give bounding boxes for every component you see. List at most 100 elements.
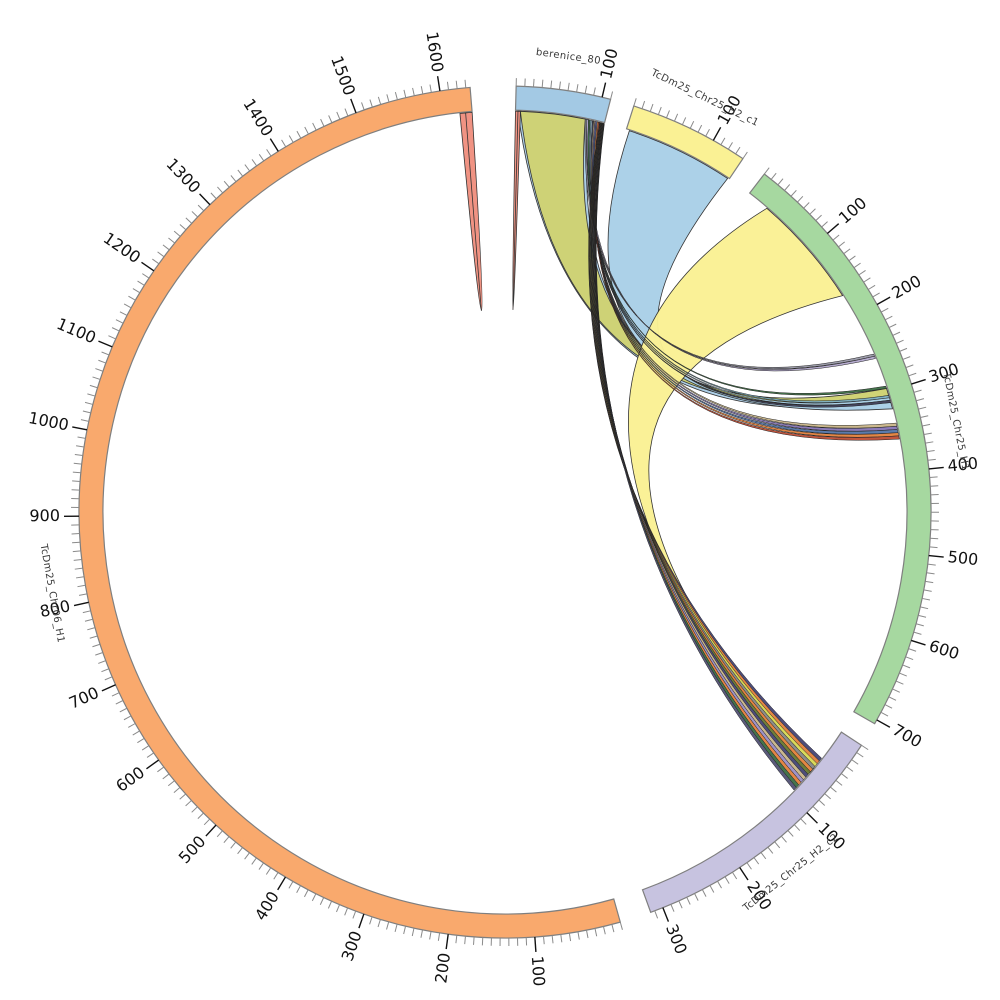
minor-tick — [848, 255, 856, 262]
minor-tick — [899, 672, 907, 677]
major-tick — [98, 340, 113, 348]
minor-tick — [72, 480, 81, 482]
tick-label-chr06_h1-1200: 1200 — [100, 228, 144, 267]
ribbon-pstrip-1 — [588, 122, 822, 762]
minor-tick — [568, 933, 572, 942]
minor-tick — [281, 139, 287, 148]
minor-tick — [760, 852, 767, 860]
minor-tick — [89, 384, 98, 389]
minor-tick — [217, 186, 224, 194]
minor-tick — [258, 153, 265, 162]
minor-tick — [593, 87, 596, 96]
minor-tick — [902, 664, 911, 669]
minor-tick — [543, 936, 545, 945]
minor-tick — [296, 130, 302, 139]
minor-tick — [892, 331, 901, 336]
ribbon-pstrip-5 — [591, 122, 814, 773]
minor-tick — [266, 149, 272, 157]
minor-tick — [892, 688, 900, 693]
minor-tick — [352, 910, 357, 919]
minor-tick — [541, 79, 544, 88]
tick-label-chr06_h1-1100: 1100 — [54, 314, 99, 347]
major-tick — [876, 296, 891, 306]
minor-tick — [787, 830, 794, 837]
minor-tick — [920, 415, 929, 419]
major-tick — [876, 719, 891, 728]
minor-tick — [119, 311, 128, 316]
minor-tick — [104, 676, 113, 681]
minor-tick — [780, 835, 787, 843]
ribbon-pstrip-7 — [593, 122, 809, 778]
minor-tick — [403, 89, 407, 98]
minor-tick — [74, 453, 83, 457]
tick-label-chr25_h1-100: 100 — [835, 193, 871, 227]
minor-tick — [185, 800, 192, 807]
ribbons — [459, 110, 900, 791]
minor-tick — [717, 880, 722, 889]
minor-tick — [918, 406, 927, 410]
minor-tick — [429, 84, 432, 93]
minor-tick — [926, 572, 935, 575]
minor-tick — [446, 81, 450, 90]
minor-tick — [927, 458, 936, 461]
minor-tick — [336, 111, 341, 120]
minor-tick — [793, 824, 801, 831]
minor-tick — [237, 847, 243, 855]
segment-bands — [78, 85, 932, 939]
minor-tick — [884, 704, 893, 709]
minor-tick — [753, 857, 760, 865]
minor-tick — [197, 204, 205, 212]
minor-tick — [429, 931, 432, 940]
minor-tick — [577, 931, 580, 940]
minor-tick — [251, 857, 257, 865]
minor-tick — [868, 284, 876, 290]
minor-tick — [697, 124, 703, 133]
minor-tick — [649, 103, 654, 112]
minor-tick — [840, 773, 848, 779]
minor-tick — [908, 648, 917, 652]
minor-tick — [115, 700, 124, 705]
tick-label-chr06_h1-1400: 1400 — [239, 95, 277, 140]
tick-label-chr06_h1-1300: 1300 — [162, 154, 204, 197]
minor-tick — [162, 244, 170, 251]
minor-tick — [403, 926, 407, 935]
minor-tick — [851, 759, 859, 765]
minor-tick — [888, 696, 897, 701]
minor-tick — [223, 836, 230, 843]
minor-tick — [821, 221, 828, 228]
minor-tick — [784, 184, 791, 191]
minor-tick — [137, 737, 145, 744]
major-tick — [277, 876, 287, 891]
minor-tick — [585, 930, 589, 939]
minor-tick — [803, 202, 810, 209]
minor-tick — [853, 262, 861, 269]
major-tick — [911, 378, 926, 385]
tick-label-chr25_h1-500: 500 — [947, 547, 979, 569]
minor-tick — [884, 315, 893, 321]
minor-tick — [929, 546, 938, 549]
segment-band-chr25_h2_c2 — [641, 731, 863, 914]
minor-tick — [915, 623, 924, 627]
minor-tick — [686, 897, 691, 905]
minor-tick — [774, 841, 781, 849]
minor-tick — [777, 178, 784, 186]
minor-tick — [77, 584, 86, 588]
minor-tick — [251, 159, 258, 167]
tick-label-chr25_h1-600: 600 — [927, 636, 962, 663]
minor-tick — [377, 96, 382, 105]
minor-tick — [611, 924, 615, 933]
minor-tick — [731, 871, 738, 880]
minor-tick — [925, 580, 934, 584]
minor-tick — [641, 100, 646, 109]
minor-tick — [77, 436, 86, 439]
major-tick — [739, 867, 749, 881]
minor-tick — [665, 110, 670, 118]
tick-label-chr06_h1-900: 900 — [29, 506, 60, 525]
minor-tick — [128, 295, 136, 301]
minor-tick — [115, 319, 124, 324]
minor-tick — [72, 550, 81, 553]
major-tick — [350, 98, 357, 114]
minor-tick — [303, 889, 309, 898]
minor-tick — [905, 364, 914, 369]
ribbon-pstrip-4 — [590, 122, 816, 770]
